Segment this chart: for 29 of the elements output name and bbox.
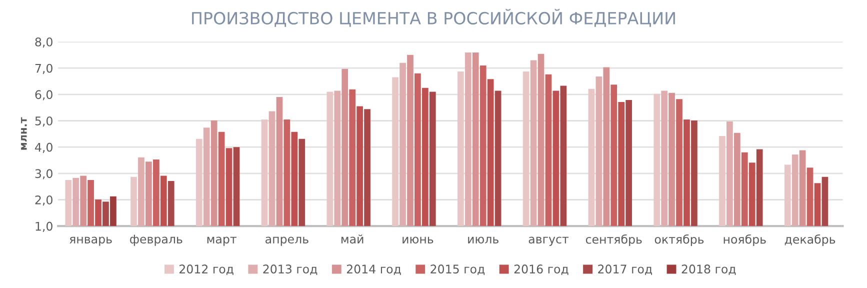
y-tick-label: 7,0	[35, 64, 52, 74]
y-axis-title: млн.т	[21, 117, 27, 150]
y-tick-label: 8,0	[35, 37, 52, 48]
y-tick-label: 2,0	[35, 195, 52, 206]
legend-label: 2018 год	[682, 264, 736, 275]
x-tick-label: март	[207, 236, 236, 246]
x-tick-label: февраль	[130, 234, 182, 246]
x-tick-label: апрель	[266, 236, 308, 246]
y-tick-label: 1,0	[36, 222, 52, 232]
y-tick-label: 6,0	[35, 90, 52, 100]
legend-label: 2012 год	[180, 264, 234, 275]
x-tick-label: январь	[70, 236, 112, 246]
x-tick-label: октябрь	[654, 234, 704, 246]
x-tick-label: ноябрь	[724, 234, 766, 246]
x-tick-label: август	[528, 236, 569, 246]
legend-label: 2017 год	[598, 264, 652, 275]
x-tick-label: июль	[468, 236, 498, 244]
x-tick-label: сентябрь	[586, 234, 642, 246]
legend-label: 2014 год	[346, 264, 401, 275]
y-tick-label: 5,0	[35, 116, 52, 127]
y-tick-label: 3,0	[35, 169, 52, 180]
legend-label: 2013 год	[263, 264, 318, 275]
x-tick-label: декабрь	[784, 234, 836, 246]
x-tick-label: май	[341, 234, 364, 244]
x-tick-label: июнь	[402, 236, 434, 244]
legend-label: 2015 год	[430, 264, 485, 275]
chart-title: ПРОИЗВОДСТВО ЦЕМЕНТА В РОССИЙСКОЙ ФЕДЕРАЦИИ	[192, 8, 675, 27]
legend-label: 2016 год	[514, 264, 568, 275]
y-tick-label: 4,0	[35, 142, 52, 153]
